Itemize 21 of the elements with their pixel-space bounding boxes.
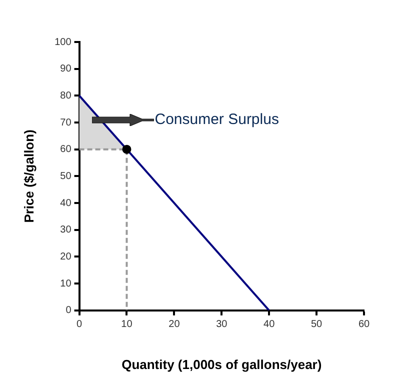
y-tick-label: 80 xyxy=(60,90,72,102)
y-tick-label: 100 xyxy=(54,36,72,48)
y-tick-label: 10 xyxy=(60,278,72,290)
annotation: Consumer Surplus xyxy=(154,110,279,128)
y-tick-label: 90 xyxy=(60,64,72,75)
y-tick-label: 20 xyxy=(60,251,72,262)
y-tick-label: 30 xyxy=(60,224,72,236)
x-tick-label: 10 xyxy=(121,319,133,330)
x-tick-label: 0 xyxy=(76,319,83,330)
x-tick-label: 40 xyxy=(264,319,276,330)
y-tick-label: 0 xyxy=(66,305,72,316)
x-tick-label: 30 xyxy=(216,319,228,330)
x-tick-label: 60 xyxy=(358,319,370,330)
x-tick-label: 50 xyxy=(310,319,323,330)
x-axis-title: Quantity (1,000s of gallons/year) xyxy=(122,356,322,372)
y-axis-title: Price ($/gallon) xyxy=(21,130,36,223)
x-tick-label: 20 xyxy=(168,319,180,330)
y-tick-label: 70 xyxy=(60,117,72,128)
y-tick-label: 60 xyxy=(60,144,72,156)
y-tick-label: 40 xyxy=(60,198,72,209)
y-tick-label: 50 xyxy=(60,170,72,182)
